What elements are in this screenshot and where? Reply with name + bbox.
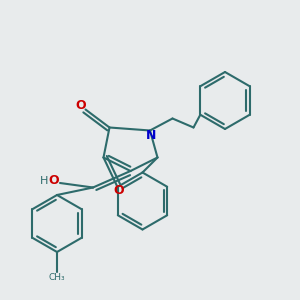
Text: N: N	[146, 128, 157, 142]
Text: O: O	[113, 184, 124, 197]
Text: CH₃: CH₃	[49, 273, 65, 282]
Text: O: O	[48, 174, 59, 187]
Text: O: O	[76, 99, 86, 112]
Text: H: H	[40, 176, 48, 186]
